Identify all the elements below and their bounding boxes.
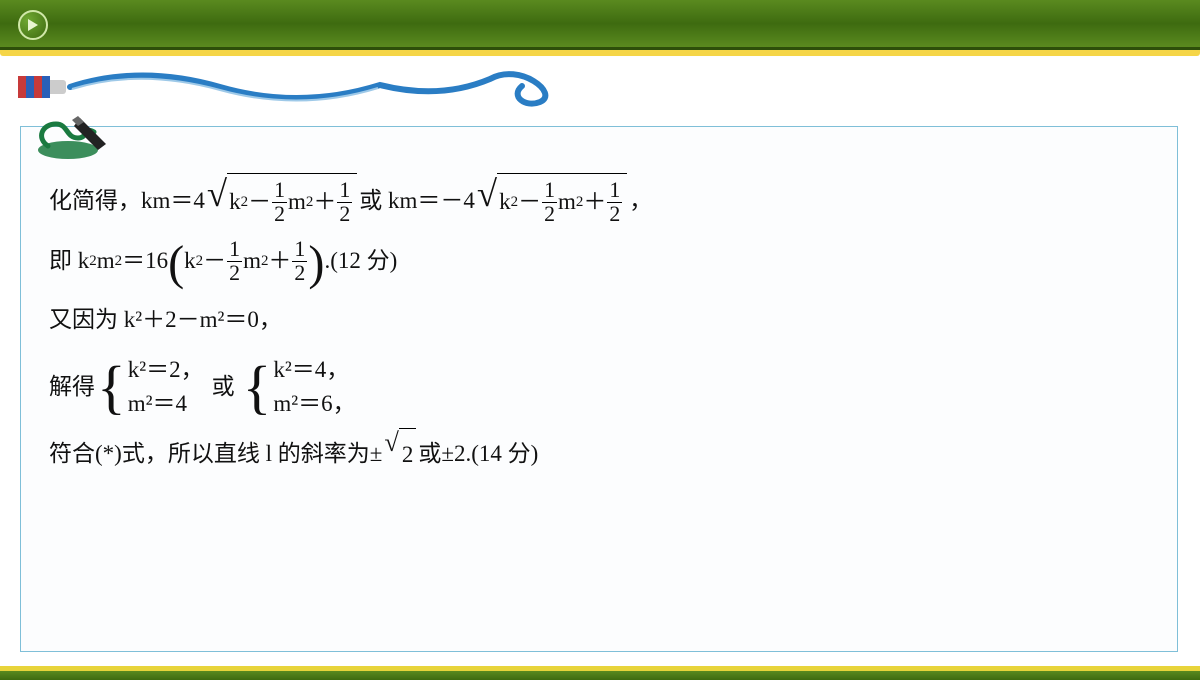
math-line-1: 化简得，km＝4 √ k2 － 12 m2 ＋ 12 或 km＝－4 √ k2 … (49, 173, 1149, 229)
footer-bar (0, 666, 1200, 680)
equation-system-2: { k²＝4， m²＝6， (243, 353, 356, 422)
text: 符合(*)式，所以直线 l 的斜率为± (49, 428, 382, 481)
rad-val: 2 (399, 428, 417, 482)
math-line-5: 符合(*)式，所以直线 l 的斜率为± √ 2 或±2.(14 分) (49, 428, 1149, 482)
num: 1 (272, 179, 287, 202)
sys-row: k²＝2， (128, 353, 204, 388)
header-bar (0, 0, 1200, 50)
num: 1 (607, 179, 622, 202)
sys-row: k²＝4， (273, 353, 355, 388)
text: 化简得，km＝4 (49, 175, 205, 228)
num: 1 (292, 238, 307, 261)
score-note: .(12 分) (324, 235, 397, 288)
play-icon (27, 18, 39, 32)
text: 即 k (49, 235, 89, 288)
op-minus: － (203, 235, 226, 288)
op-minus: － (518, 176, 541, 229)
den: 2 (272, 202, 287, 226)
punct: ， (629, 175, 652, 228)
sys-row: m²＝4 (128, 387, 204, 422)
sqrt-expr: √ k2 － 12 m2 ＋ 12 (207, 173, 357, 229)
text: m (97, 235, 115, 288)
content-panel: 化简得，km＝4 √ k2 － 12 m2 ＋ 12 或 km＝－4 √ k2 … (20, 126, 1178, 652)
var-m: m (558, 176, 576, 229)
sqrt-expr: √ k2 － 12 m2 ＋ 12 (477, 173, 627, 229)
op-plus: ＋ (313, 176, 336, 229)
play-button[interactable] (18, 10, 48, 40)
op-plus: ＋ (268, 235, 291, 288)
text: 解得 (49, 361, 95, 414)
num: 1 (542, 179, 557, 202)
math-line-3: 又因为 k²＋2－m²＝0， (49, 294, 1149, 347)
wave-decoration (0, 54, 1200, 112)
text-or: 或 km＝－4 (359, 175, 475, 228)
var-m: m (288, 176, 306, 229)
corner-pen-icon (28, 108, 118, 164)
sqrt-small: √ 2 (384, 428, 416, 482)
num: 1 (227, 238, 242, 261)
num: 1 (337, 179, 352, 202)
math-line-4: 解得 { k²＝2， m²＝4 或 { k²＝4， m²＝6， (49, 353, 1149, 422)
wave-svg (0, 54, 1200, 112)
var-k: k (499, 176, 511, 229)
score-note: 或±2.(14 分) (418, 428, 538, 481)
text: 又因为 k²＋2－m²＝0， (49, 294, 282, 347)
den: 2 (292, 261, 307, 285)
sys-row: m²＝6， (273, 387, 355, 422)
den: 2 (542, 202, 557, 226)
var-k: k (184, 235, 196, 288)
math-content: 化简得，km＝4 √ k2 － 12 m2 ＋ 12 或 km＝－4 √ k2 … (49, 173, 1149, 482)
op-minus: － (248, 176, 271, 229)
op-plus: ＋ (583, 176, 606, 229)
text-or: 或 (212, 361, 235, 414)
var-m: m (243, 235, 261, 288)
math-line-2: 即 k2 m2 ＝16 ( k2 － 12 m2 ＋ 12 ) .(12 分) (49, 235, 1149, 288)
text: ＝16 (122, 235, 168, 288)
den: 2 (337, 202, 352, 226)
var-k: k (229, 176, 241, 229)
equation-system-1: { k²＝2， m²＝4 (97, 353, 204, 422)
den: 2 (227, 261, 242, 285)
den: 2 (607, 202, 622, 226)
